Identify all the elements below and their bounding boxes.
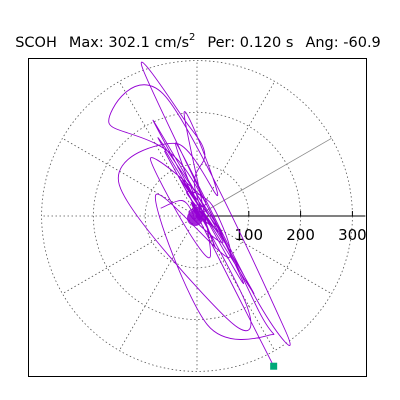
angle-value: -60.9 xyxy=(343,35,381,51)
max-unit-exponent: 2 xyxy=(189,32,196,43)
end-marker xyxy=(270,362,278,370)
peak-direction-line xyxy=(196,137,332,217)
chart-title: SCOH Max: 302.1 cm/s2 Per: 0.120 s Ang: -60… xyxy=(6,10,381,54)
station-code: SCOH xyxy=(15,35,57,51)
grid-spoke-60 xyxy=(196,81,276,217)
radial-tick-label-300: 300 xyxy=(338,226,367,244)
period-value: 0.120 s xyxy=(239,35,294,51)
hodogram-trace-0 xyxy=(108,61,291,367)
grid-spoke-120 xyxy=(118,81,198,217)
trace-layer xyxy=(108,61,291,370)
period-label: Per: xyxy=(207,35,236,51)
radial-tick-label-200: 200 xyxy=(286,226,315,244)
grid-spoke-300 xyxy=(196,215,276,351)
max-label: Max: xyxy=(68,35,104,51)
grid-spoke-240 xyxy=(118,215,198,351)
grid-spoke-150 xyxy=(62,137,198,217)
trace-core-cluster xyxy=(187,210,203,226)
max-unit: cm/s xyxy=(154,35,190,51)
plot-frame xyxy=(28,58,367,377)
angle-label: Ang: xyxy=(305,35,339,51)
radial-axis: 100 200 300 xyxy=(197,211,367,244)
grid-spoke-330 xyxy=(196,215,332,295)
radial-tick-label-100: 100 xyxy=(234,226,263,244)
max-value: 302.1 xyxy=(108,35,150,51)
grid-spoke-210 xyxy=(62,215,198,295)
